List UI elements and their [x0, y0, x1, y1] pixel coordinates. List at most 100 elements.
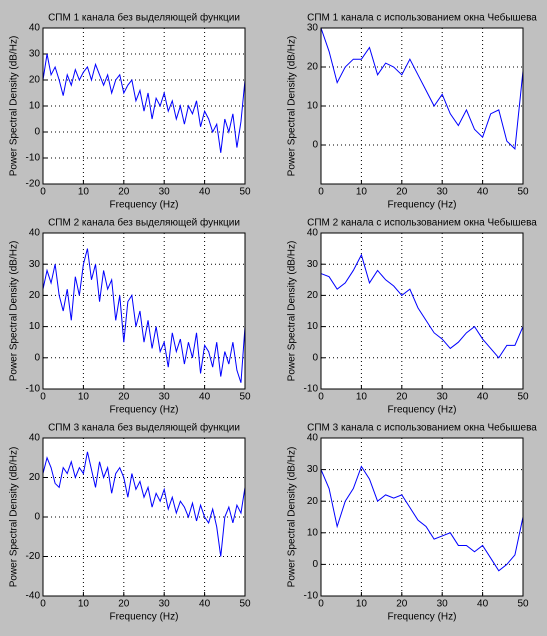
y-tick-label: 0 — [312, 140, 318, 151]
y-tick-label: 10 — [307, 527, 319, 538]
x-tick-label: 0 — [40, 392, 46, 403]
y-tick-label: 40 — [307, 228, 319, 239]
y-axis-label: Power Spectral Density (dB/Hz) — [9, 447, 20, 588]
x-tick-label: 10 — [78, 599, 90, 610]
psd-line — [320, 465, 524, 572]
y-tick-label: 30 — [29, 259, 41, 270]
x-tick-label: 20 — [118, 599, 130, 610]
axes-frame — [320, 437, 524, 597]
y-tick-label: 20 — [307, 62, 319, 73]
y-axis-label: Power Spectral Density (dB/Hz) — [287, 241, 298, 382]
x-tick-label: 20 — [396, 187, 408, 198]
y-tick-label: 20 — [307, 496, 319, 507]
y-tick-label: -40 — [26, 591, 41, 602]
y-tick-label: 20 — [29, 472, 41, 483]
x-tick-label: 50 — [239, 392, 251, 403]
x-tick-label: 30 — [159, 599, 171, 610]
psd-line — [320, 27, 524, 150]
x-axis-label: Frequency (Hz) — [388, 200, 457, 211]
psd-line — [42, 53, 246, 153]
y-tick-label: 40 — [307, 433, 319, 444]
y-tick-label: -10 — [26, 153, 41, 164]
psd-line — [320, 253, 524, 359]
chart-title: СПМ 2 канала без выделяющей функции — [48, 217, 240, 229]
x-tick-label: 10 — [356, 392, 368, 403]
y-tick-label: 30 — [307, 23, 319, 34]
psd-line — [42, 248, 246, 383]
x-tick-label: 10 — [356, 187, 368, 198]
axes-background — [321, 438, 523, 596]
y-tick-label: 40 — [29, 23, 41, 34]
axes-frame — [42, 437, 246, 597]
axes-frame — [320, 232, 524, 390]
x-tick-label: 0 — [40, 599, 46, 610]
y-tick-label: -10 — [304, 591, 319, 602]
axes-background — [321, 233, 523, 389]
x-tick-label: 30 — [437, 187, 449, 198]
x-axis-label: Frequency (Hz) — [388, 612, 457, 623]
axes-frame — [320, 27, 524, 185]
x-tick-label: 10 — [356, 599, 368, 610]
axes-frame — [42, 27, 246, 185]
y-tick-label: 30 — [307, 259, 319, 270]
x-axis-label: Frequency (Hz) — [110, 200, 179, 211]
y-axis-label: Power Spectral Density (dB/Hz) — [9, 36, 20, 177]
x-tick-label: 40 — [477, 392, 489, 403]
x-axis-label: Frequency (Hz) — [110, 612, 179, 623]
chart-title: СПМ 3 канала без выделяющей функции — [48, 422, 240, 434]
y-tick-label: -20 — [26, 551, 41, 562]
x-tick-label: 10 — [78, 392, 90, 403]
x-tick-label: 0 — [318, 392, 324, 403]
x-tick-label: 50 — [239, 187, 251, 198]
x-tick-label: 40 — [199, 599, 211, 610]
x-tick-label: 20 — [118, 392, 130, 403]
y-tick-label: -20 — [26, 179, 41, 190]
x-tick-label: 30 — [437, 599, 449, 610]
y-tick-label: 20 — [29, 75, 41, 86]
x-tick-label: 0 — [318, 187, 324, 198]
x-tick-label: 30 — [159, 392, 171, 403]
x-tick-label: 50 — [517, 392, 529, 403]
y-tick-label: 0 — [312, 352, 318, 363]
chart-title: СПМ 1 канала с использованием окна Чебыш… — [307, 12, 537, 24]
y-tick-label: 0 — [312, 559, 318, 570]
y-tick-label: 10 — [29, 321, 41, 332]
axes-frame — [42, 232, 246, 390]
x-tick-label: 20 — [396, 392, 408, 403]
x-axis-label: Frequency (Hz) — [110, 405, 179, 416]
y-tick-label: 20 — [29, 290, 41, 301]
x-tick-label: 20 — [118, 187, 130, 198]
x-tick-label: 40 — [477, 187, 489, 198]
y-tick-label: 0 — [34, 127, 40, 138]
x-tick-label: 10 — [78, 187, 90, 198]
y-tick-label: 10 — [29, 101, 41, 112]
y-tick-label: 10 — [307, 101, 319, 112]
chart-title: СПМ 2 канала с использованием окна Чебыш… — [307, 217, 537, 229]
y-tick-label: -10 — [26, 384, 41, 395]
y-tick-label: 40 — [29, 228, 41, 239]
y-tick-label: 30 — [29, 49, 41, 60]
x-axis-label: Frequency (Hz) — [388, 405, 457, 416]
y-axis-label: Power Spectral Density (dB/Hz) — [9, 241, 20, 382]
axes-background — [43, 233, 245, 389]
y-tick-label: 10 — [307, 321, 319, 332]
chart-title: СПМ 3 канала с использованием окна Чебыш… — [307, 422, 537, 434]
y-tick-label: 40 — [29, 433, 41, 444]
y-axis-label: Power Spectral Density (dB/Hz) — [287, 36, 298, 177]
chart-title: СПМ 1 канала без выделяющей функции — [48, 12, 240, 24]
psd-line — [42, 451, 246, 557]
y-tick-label: 0 — [34, 352, 40, 363]
x-tick-label: 20 — [396, 599, 408, 610]
y-tick-label: 30 — [307, 464, 319, 475]
y-axis-label: Power Spectral Density (dB/Hz) — [287, 447, 298, 588]
y-tick-label: 0 — [34, 512, 40, 523]
x-tick-label: 30 — [437, 392, 449, 403]
x-tick-label: 0 — [40, 187, 46, 198]
x-tick-label: 50 — [517, 187, 529, 198]
x-tick-label: 30 — [159, 187, 171, 198]
x-tick-label: 50 — [517, 599, 529, 610]
x-tick-label: 40 — [477, 599, 489, 610]
y-tick-label: 20 — [307, 290, 319, 301]
